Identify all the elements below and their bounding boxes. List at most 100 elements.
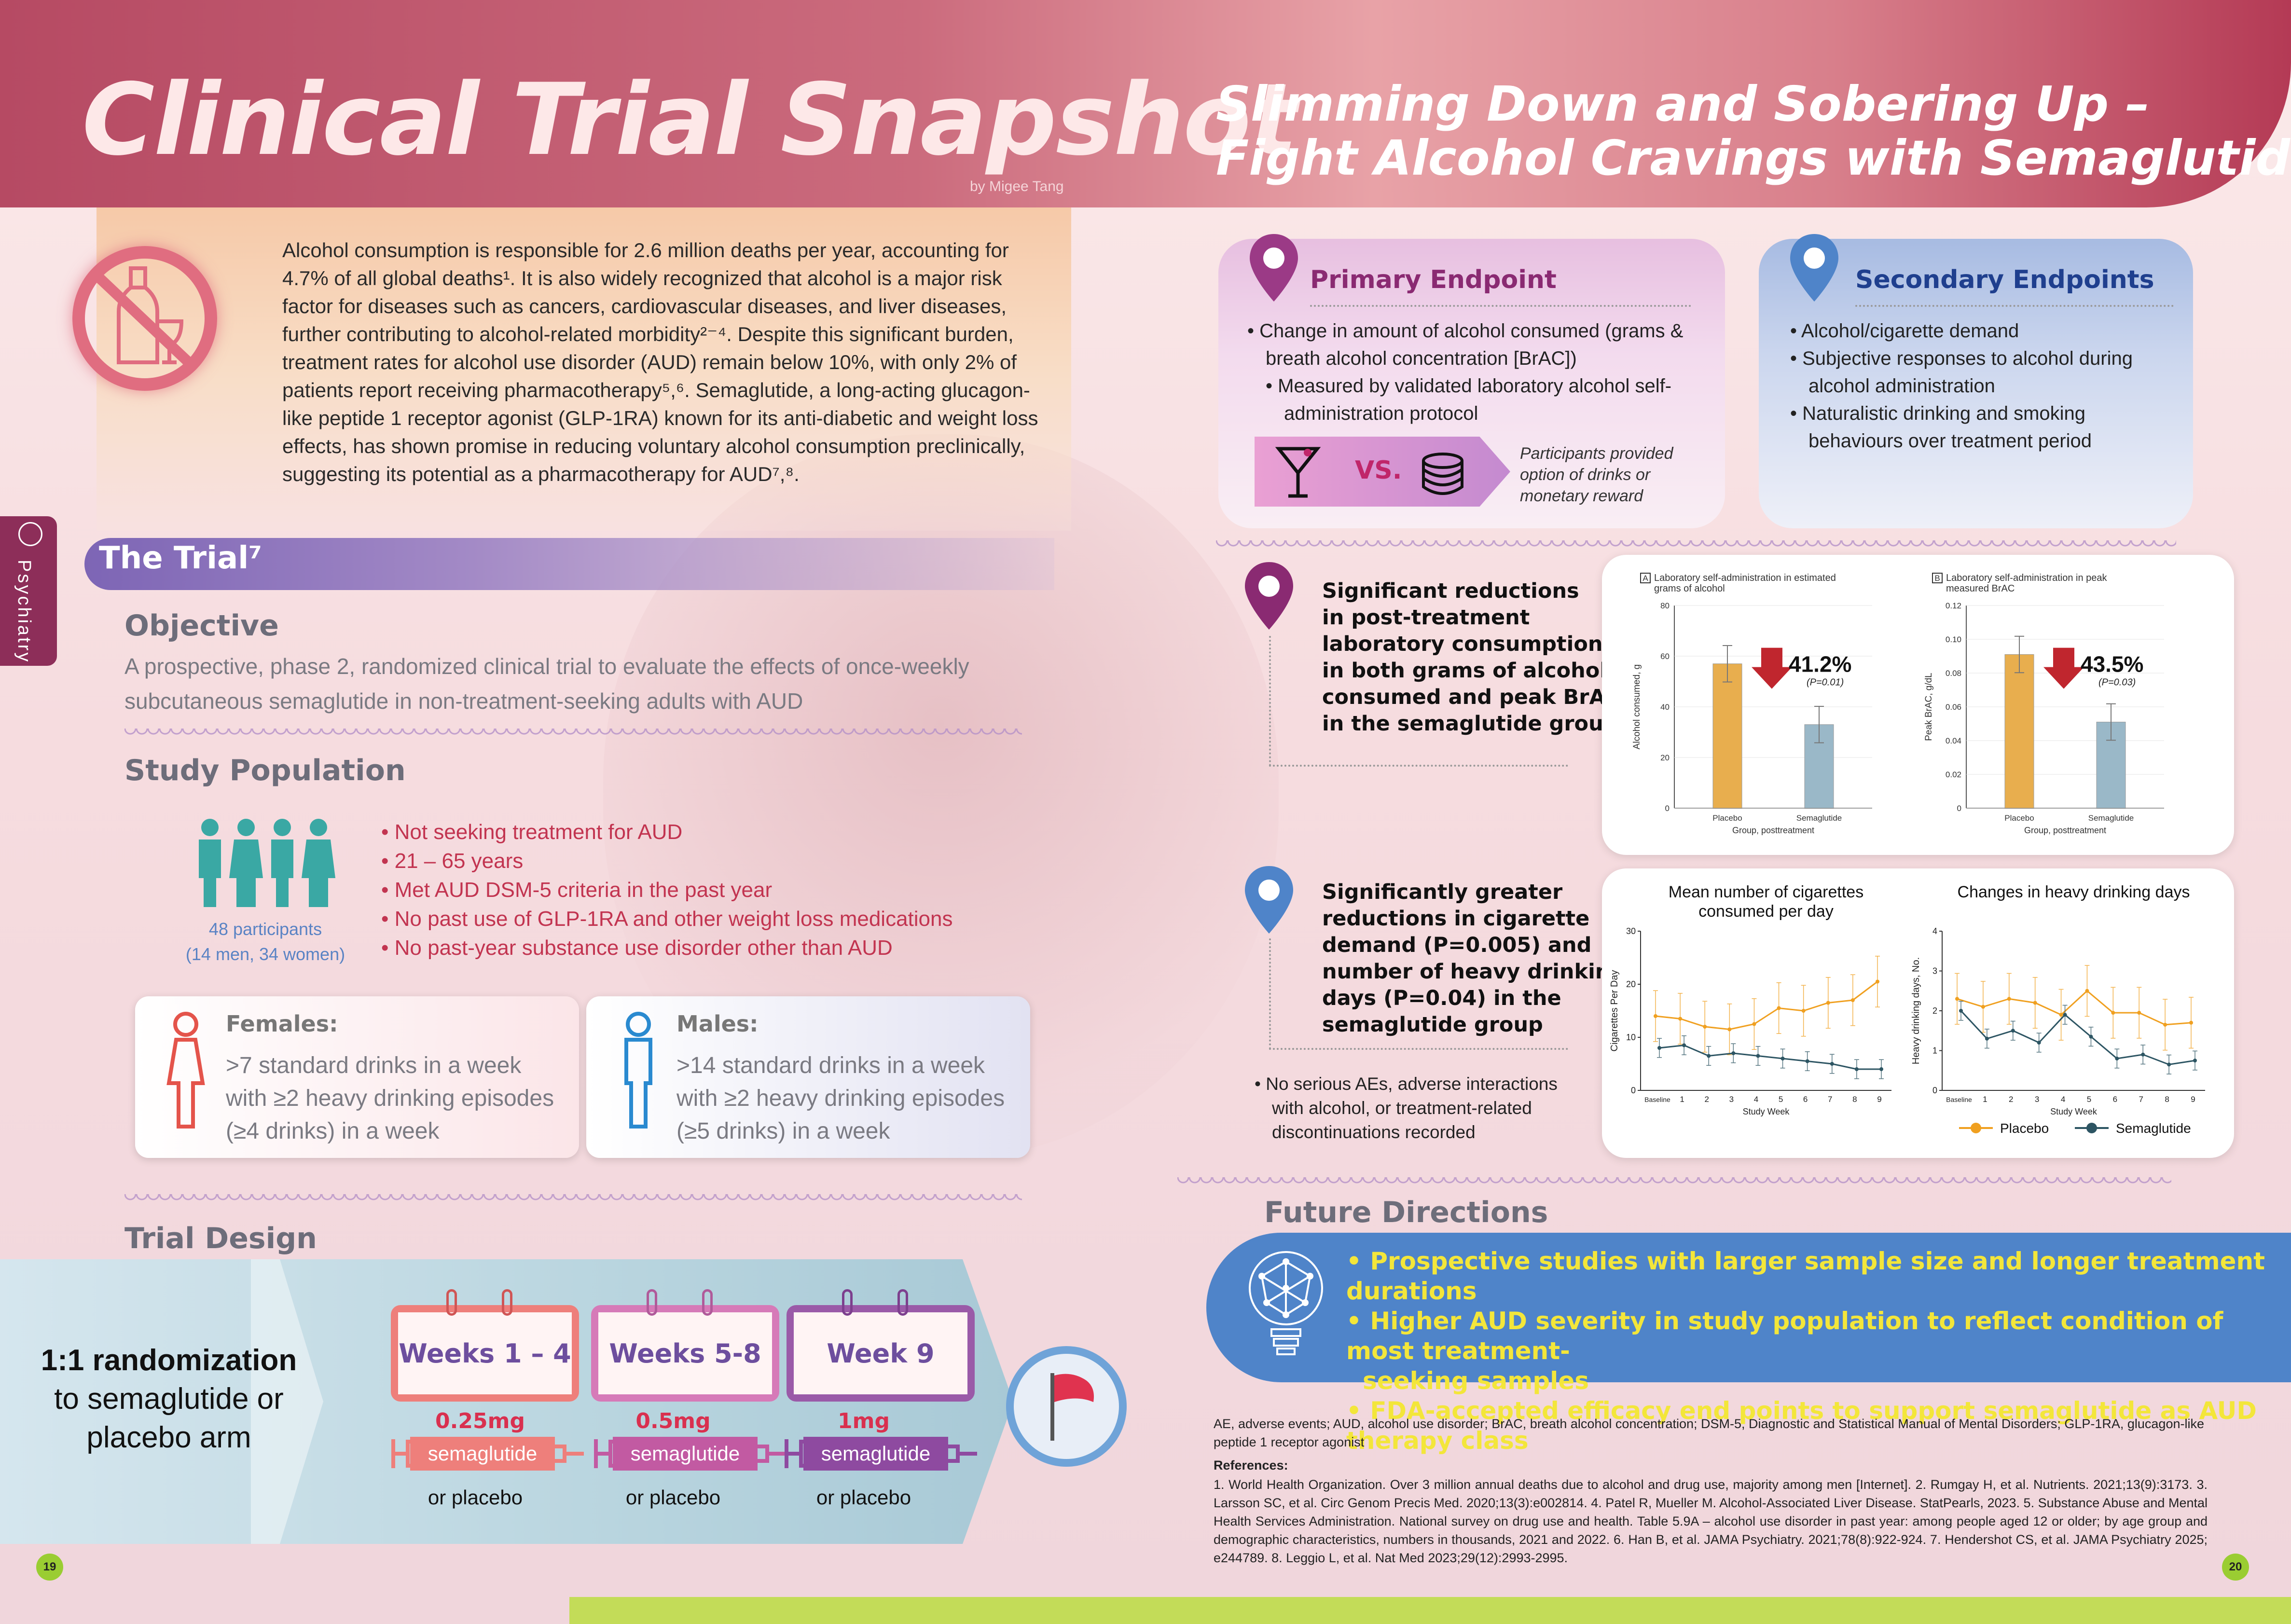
data-point [1850,998,1855,1002]
safety-note: • No serious AEs, adverse interactions w… [1255,1074,1558,1142]
series-line [1659,1044,1881,1070]
legend-label: Semaglutide [2116,1121,2191,1136]
dotted-connector [1269,1048,1568,1050]
female-icon [166,1011,205,1134]
footer-green-bar [569,1597,2291,1624]
trial-banner [84,538,1054,590]
data-point [1731,1051,1736,1055]
data-point [2037,1041,2041,1045]
criterion: • Met AUD DSM-5 criteria in the past yea… [381,878,773,902]
finding-1-text: Significant reductions in post-treatment l… [1322,579,1621,736]
primary-endpoint-text: • Change in amount of alcohol consumed (… [1247,320,1684,424]
y-axis-label: Cigarettes Per Day [1609,970,1620,1052]
data-point [1955,997,1959,1001]
dose-label: 1mg [838,1409,890,1433]
error-bar [1723,645,1732,683]
males-text: >14 standard drinks in a week with ≥2 he… [676,1053,1005,1144]
page-number-left: 19 [36,1554,63,1581]
bar [1712,663,1742,809]
line-charts-panel: Mean number of cigarettes consumed per da… [1602,868,2234,1158]
x-axis-label: Group, posttreatment [1732,826,1814,835]
x-tick-label: 4 [1754,1095,1758,1104]
data-point [2059,1013,2063,1017]
chart-title: measured BrAC [1946,583,2015,594]
x-tick-label: Placebo [1712,813,1742,823]
y-tick-label: 0.10 [1946,635,1961,644]
calendar-ring-icon [842,1289,853,1316]
objective-heading: Objective [124,609,279,643]
x-tick-label: 5 [1779,1095,1783,1104]
dotted-connector [1269,636,1284,766]
location-pin-icon [1788,232,1841,306]
secondary-endpoints-card [1759,239,2193,528]
error-bar [2015,635,2024,674]
x-tick-label: 7 [1828,1095,1832,1104]
chart-title: Changes in heavy drinking days [1958,883,2190,901]
data-point [1703,1025,1707,1029]
y-tick-label: 40 [1660,702,1670,712]
subtitle: Slimming Down and Sobering Up – Fight Al… [1216,76,2291,186]
cocktail-glass-icon [1274,444,1322,502]
x-tick-label: 6 [2113,1095,2117,1104]
criterion: • No past use of GLP-1RA and other weigh… [381,907,953,931]
dose-label: 0.25mg [435,1409,525,1433]
x-tick-label: 4 [2061,1095,2065,1104]
data-point [2089,1034,2093,1039]
chart-title: consumed per day [1698,902,1834,921]
coins-icon [1416,446,1469,502]
bar-charts-panel: A Laboratory self-administration in estim… [1602,555,2234,855]
alternative-label: or placebo [816,1486,911,1509]
x-tick-label: Baseline [1644,1096,1670,1103]
y-tick-label: 0.08 [1946,669,1961,678]
data-point [1756,1054,1760,1058]
alternative-label: or placebo [625,1486,721,1509]
secondary-endpoints-text: • Alcohol/cigarette demand • Subjective … [1790,320,2133,452]
data-point [1826,1001,1830,1005]
alternative-label: or placebo [428,1486,523,1509]
y-tick-label: 0.06 [1946,702,1961,712]
chart-title: Laboratory self-administration in peak [1946,573,2108,583]
intro-text: Alcohol consumption is responsible for 2… [282,239,1038,485]
location-pin-icon [1242,864,1296,938]
y-tick-label: 0 [1665,804,1670,813]
trial-title: The Trial⁷ [99,540,262,576]
data-point [2193,1059,2197,1063]
y-tick-label: 1 [1932,1046,1937,1056]
data-point [2007,997,2011,1001]
wavy-divider [124,729,1022,740]
dotted-connector [1269,938,1284,1049]
criterion: • No past-year substance use disorder ot… [381,936,893,960]
data-point [1727,1027,1732,1032]
females-criteria-card [135,996,579,1158]
wavy-divider [124,1194,1022,1206]
y-tick-label: 0 [1631,1086,1636,1095]
x-axis-label: Group, posttreatment [2024,826,2106,835]
y-tick-label: 20 [1660,753,1670,762]
data-point [2011,1029,2015,1033]
data-point [1654,1014,1657,1018]
y-tick-label: 2 [1932,1006,1937,1016]
y-tick-label: 0 [1957,804,1961,813]
panel-letter-box [1932,573,1943,583]
calendar-weeks-1-4: Weeks 1 – 4 [391,1305,579,1402]
page-number-right: 20 [2222,1554,2249,1581]
data-point [1780,1057,1785,1060]
drug-label: semaglutide [803,1437,948,1471]
data-point [2189,1020,2193,1025]
no-alcohol-icon [72,246,217,391]
x-tick-label: 2 [1704,1095,1709,1104]
byline: by Migee Tang [970,179,1064,194]
y-tick-label: 0.02 [1946,770,1961,779]
data-point [2141,1052,2145,1057]
male-icon [619,1011,658,1134]
x-tick-label: 1 [1680,1095,1684,1104]
location-pin-icon [1242,560,1296,634]
population-heading: Study Population [124,754,406,787]
drug-label: semaglutide [410,1437,555,1471]
calendar-ring-icon [446,1289,457,1316]
data-point [2137,1011,2141,1015]
x-tick-label: 2 [2009,1095,2013,1104]
x-tick-label: 5 [2087,1095,2091,1104]
panel-letter: B [1934,574,1940,583]
x-tick-label: 8 [1852,1095,1857,1104]
